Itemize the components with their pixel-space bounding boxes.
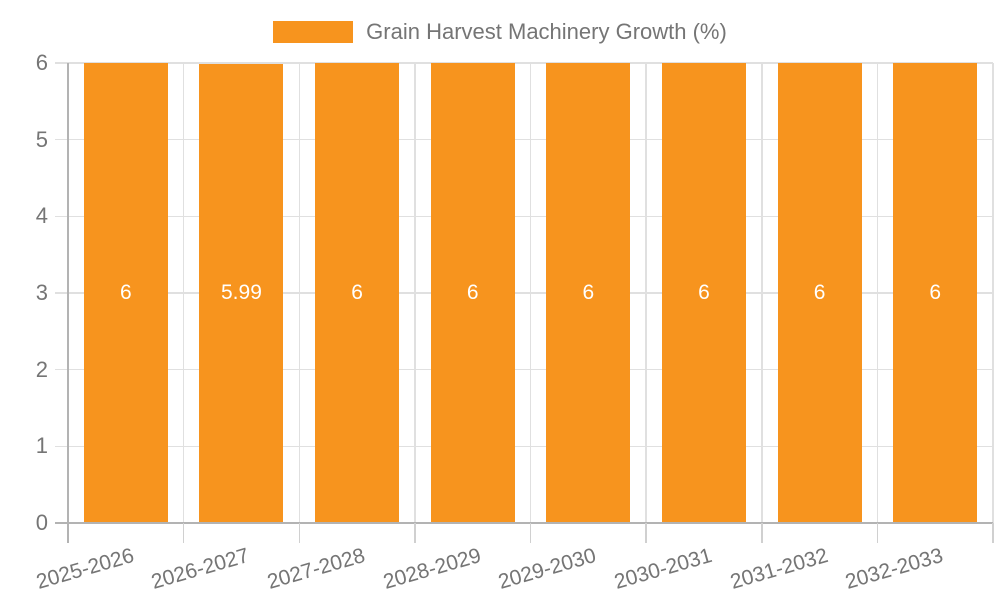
gridline-horizontal xyxy=(55,292,993,294)
gridline-horizontal xyxy=(55,215,993,218)
x-axis-tick xyxy=(298,523,300,543)
gridline-horizontal xyxy=(55,368,993,371)
gridline-vertical xyxy=(529,63,532,523)
bar[interactable]: 5.99 xyxy=(199,63,284,523)
gridline-vertical xyxy=(298,63,300,523)
legend-label: Grain Harvest Machinery Growth (%) xyxy=(366,19,727,44)
y-tick-label: 2 xyxy=(35,356,48,382)
y-tick-label: 1 xyxy=(35,433,48,459)
y-tick-label: 0 xyxy=(35,510,48,535)
y-tick-label: 3 xyxy=(35,280,48,305)
x-axis-tick xyxy=(67,523,69,543)
bar-value-label: 6 xyxy=(929,281,942,304)
bar-value-label: 6 xyxy=(813,281,826,304)
gridline-horizontal xyxy=(55,138,993,141)
bar[interactable]: 6 xyxy=(83,63,168,523)
bar[interactable]: 6 xyxy=(893,63,978,523)
gridline-vertical xyxy=(414,63,416,523)
x-axis-tick xyxy=(992,523,994,543)
bar-value-label: 6 xyxy=(698,281,710,304)
y-tick-label: 4 xyxy=(35,203,48,229)
bar[interactable]: 6 xyxy=(315,63,400,523)
legend-item[interactable]: Grain Harvest Machinery Growth (%) xyxy=(0,20,1000,44)
gridline-vertical xyxy=(761,63,763,523)
bar-value-label: 6 xyxy=(582,281,595,304)
legend-swatch xyxy=(273,21,354,43)
gridline-vertical xyxy=(876,63,879,523)
x-axis-tick xyxy=(414,523,416,543)
x-axis-tick xyxy=(645,523,647,543)
bar-value-label: 5.99 xyxy=(221,281,262,305)
x-axis-tick xyxy=(182,523,185,543)
gridline-horizontal xyxy=(55,445,993,448)
y-tick-label: 6 xyxy=(35,50,48,75)
y-tick-label: 5 xyxy=(35,126,48,152)
bar-value-label: 6 xyxy=(466,281,479,304)
bar[interactable]: 6 xyxy=(777,63,862,523)
bar[interactable]: 6 xyxy=(661,63,746,523)
gridline-horizontal xyxy=(55,522,993,524)
bar[interactable]: 6 xyxy=(430,63,515,523)
x-axis-tick xyxy=(876,523,879,543)
bar-value-label: 6 xyxy=(119,281,132,304)
gridline-vertical xyxy=(645,63,647,523)
gridline-horizontal xyxy=(55,62,993,64)
bar-value-label: 6 xyxy=(351,281,363,304)
x-axis-tick xyxy=(761,523,763,543)
gridline-vertical xyxy=(992,63,994,523)
x-axis-tick xyxy=(529,523,532,543)
y-axis-line xyxy=(67,63,69,523)
gridline-vertical xyxy=(182,63,185,523)
bar[interactable]: 6 xyxy=(546,63,631,523)
